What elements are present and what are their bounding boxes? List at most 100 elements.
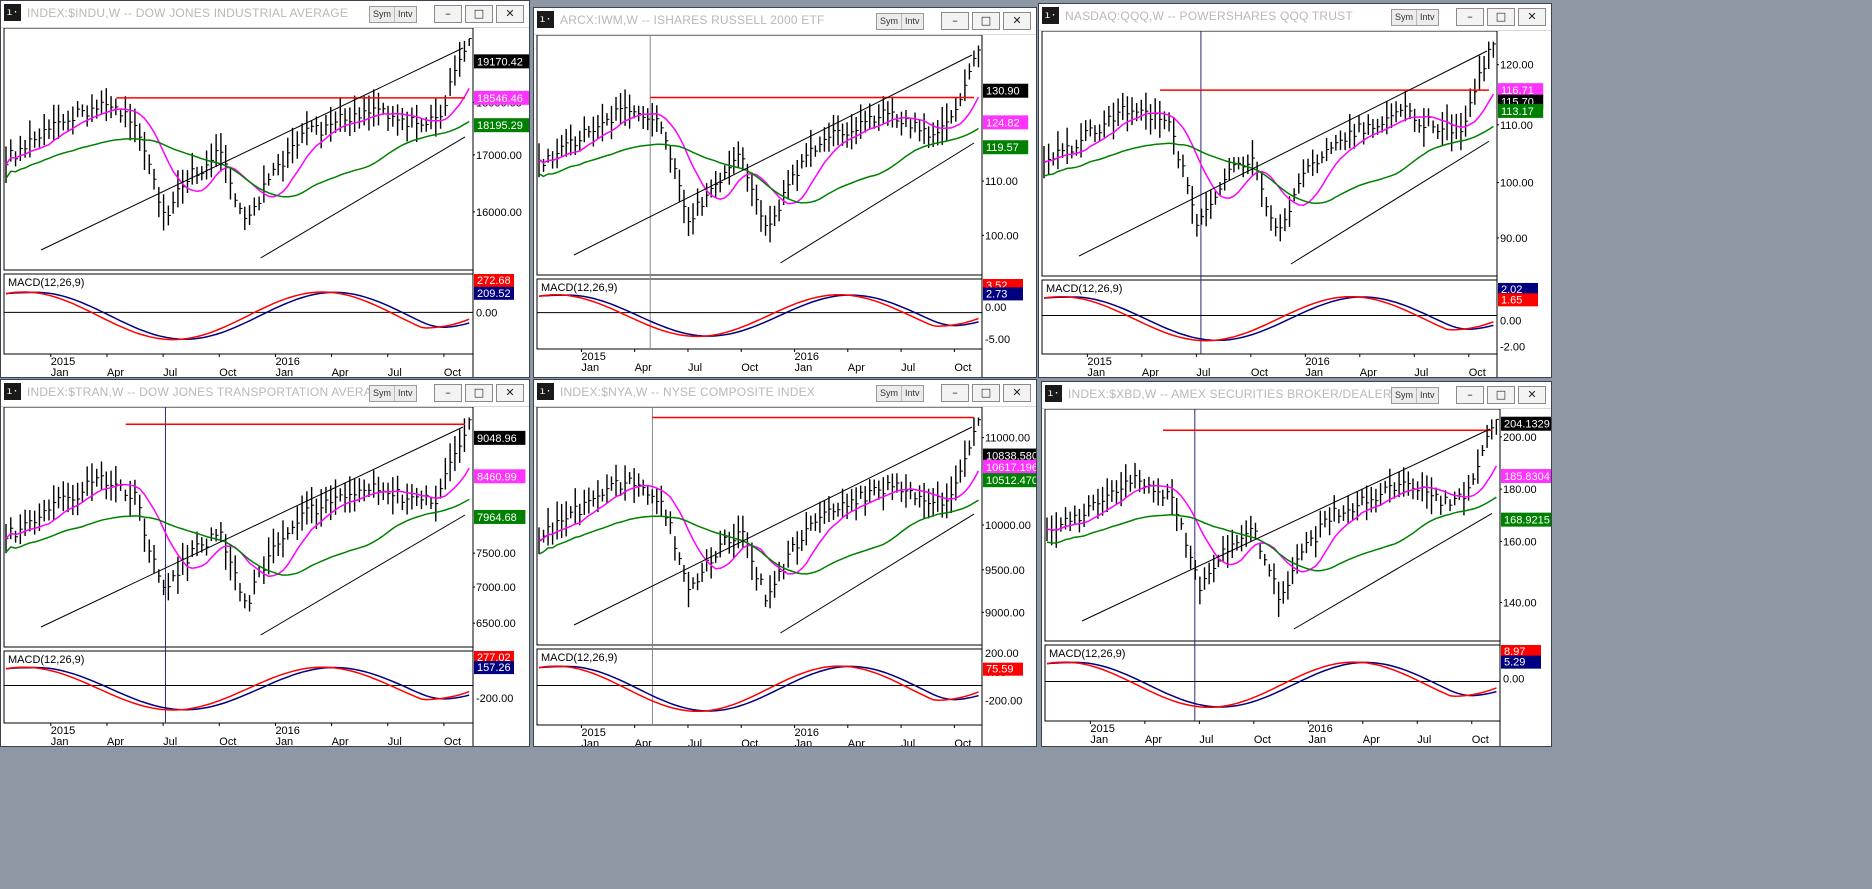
- signal-line: [538, 665, 979, 712]
- title-bar[interactable]: ı· INDEX:$NYA,W -- NYSE COMPOSITE INDEX Sy…: [534, 380, 1036, 407]
- title-bar[interactable]: ı· NASDAQ:QQQ,W -- POWERSHARES QQQ TRUST S…: [1039, 4, 1551, 31]
- month-label: Apr: [848, 738, 865, 746]
- chart-canvas[interactable]: 200.00 180.00 160.00 140.00 204.1329 185.8304…: [1042, 409, 1551, 746]
- sym-button[interactable]: Sym: [370, 7, 395, 22]
- sym-button[interactable]: Sym: [877, 14, 902, 29]
- close-button[interactable]: ✕: [1518, 8, 1546, 26]
- minimize-button[interactable]: –: [1456, 386, 1484, 404]
- sym-button[interactable]: Sym: [1392, 10, 1417, 25]
- maximize-button[interactable]: □: [1487, 386, 1515, 404]
- price-tag-label: 18546.46: [477, 93, 523, 105]
- minimize-button[interactable]: –: [434, 384, 462, 402]
- close-button[interactable]: ✕: [1003, 384, 1031, 402]
- year-label: 2015: [1090, 723, 1114, 735]
- intv-button[interactable]: Intv: [398, 9, 413, 19]
- chart-window-nya[interactable]: ı· INDEX:$NYA,W -- NYSE COMPOSITE INDEX Sy…: [533, 379, 1037, 747]
- chart-window-iwm[interactable]: ı· ARCX:IWM,W -- ISHARES RUSSELL 2000 ETF…: [533, 7, 1037, 378]
- price-bars: [1043, 41, 1496, 242]
- price-tick-label: 100.00: [1500, 178, 1534, 190]
- ma-fast-line: [1046, 465, 1498, 573]
- macd-tick-label: 0.00: [476, 307, 497, 319]
- price-tag-label: 7964.68: [477, 512, 517, 524]
- price-panel: [1041, 31, 1498, 277]
- intv-button[interactable]: Intv: [905, 388, 920, 398]
- chart-window-indu[interactable]: ı· INDEX:$INDU,W -- DOW JONES INDUSTRIAL …: [0, 0, 530, 378]
- close-button[interactable]: ✕: [1003, 12, 1031, 30]
- month-label: Jan: [275, 367, 293, 377]
- trend-line: [260, 514, 466, 636]
- sym-button[interactable]: Sym: [877, 386, 902, 401]
- intv-button[interactable]: Intv: [398, 388, 413, 398]
- maximize-button[interactable]: □: [465, 5, 493, 23]
- intv-button[interactable]: Intv: [1420, 12, 1435, 22]
- chart-window-qqq[interactable]: ı· NASDAQ:QQQ,W -- POWERSHARES QQQ TRUST S…: [1038, 3, 1552, 378]
- close-button[interactable]: ✕: [496, 384, 524, 402]
- title-bar[interactable]: ı· INDEX:$INDU,W -- DOW JONES INDUSTRIAL …: [1, 1, 529, 28]
- chart-canvas[interactable]: 7500.00 7000.00 6500.00 9048.96 8460.99 7964.…: [1, 407, 529, 746]
- close-button[interactable]: ✕: [496, 5, 524, 23]
- month-label: Jan: [1090, 734, 1108, 746]
- price-tag-label: 168.9215: [1504, 515, 1550, 527]
- sym-button[interactable]: Sym: [1392, 388, 1417, 403]
- month-label: Oct: [954, 738, 971, 746]
- title-bar[interactable]: ı· ARCX:IWM,W -- ISHARES RUSSELL 2000 ETF…: [534, 8, 1036, 35]
- price-tag: [1498, 83, 1544, 98]
- ma-slow-line: [5, 498, 470, 576]
- price-tick-label: 140.00: [1503, 597, 1537, 609]
- macd-line: [1046, 661, 1497, 709]
- intv-button[interactable]: Intv: [905, 16, 920, 26]
- maximize-button[interactable]: □: [1487, 8, 1515, 26]
- macd-tick-label: 0.00: [1503, 673, 1524, 685]
- signal-line: [5, 291, 470, 340]
- macd-line: [5, 666, 470, 711]
- macd-tick-label: -200.00: [985, 696, 1022, 708]
- ma-slow-line: [538, 127, 979, 204]
- chart-canvas[interactable]: 120.00110.00100.0090.00116.71115.70113.1…: [1039, 31, 1551, 377]
- trend-line: [40, 47, 464, 251]
- minimize-button[interactable]: –: [941, 384, 969, 402]
- macd-line: [538, 294, 979, 338]
- chart-canvas[interactable]: 18000.0017000.0016000.0019170.4218546.46…: [1, 28, 529, 377]
- chart-canvas[interactable]: 11000.0010000.009500.009000.0010838.5801…: [534, 407, 1036, 746]
- chart-app-icon: ı·: [1042, 7, 1059, 24]
- trend-line: [780, 513, 975, 634]
- price-tick-label: 17000.00: [476, 150, 522, 162]
- chart-window-xbd[interactable]: ı· INDEX:$XBD,W -- AMEX SECURITIES BROKER…: [1041, 381, 1552, 747]
- close-button[interactable]: ✕: [1518, 386, 1546, 404]
- macd-tag: [1501, 645, 1541, 658]
- maximize-button[interactable]: □: [972, 12, 1000, 30]
- minimize-button[interactable]: –: [1456, 8, 1484, 26]
- price-bars: [5, 38, 472, 231]
- macd-line: [5, 291, 470, 341]
- minimize-button[interactable]: –: [434, 5, 462, 23]
- intv-button[interactable]: Intv: [1420, 390, 1435, 400]
- minimize-button[interactable]: –: [941, 12, 969, 30]
- chart-window-tran[interactable]: ı· INDEX:$TRAN,W -- DOW JONES TRANSPORTAT…: [0, 379, 530, 747]
- chart-app-icon: ı·: [4, 4, 21, 21]
- month-label: Oct: [444, 736, 461, 746]
- sym-intv-buttons: Sym Intv: [369, 6, 417, 23]
- price-tag: [1501, 469, 1551, 484]
- year-label: 2015: [1087, 356, 1111, 368]
- month-label: Jul: [163, 736, 177, 746]
- maximize-button[interactable]: □: [465, 384, 493, 402]
- month-label: Jan: [581, 738, 599, 746]
- month-label: Apr: [848, 362, 865, 374]
- macd-tick-label: 0.00: [1500, 316, 1521, 328]
- month-label: Jan: [1087, 367, 1105, 377]
- month-label: Jan: [51, 736, 69, 746]
- macd-tag-label: 277.02: [477, 652, 511, 664]
- chart-canvas[interactable]: 110.00 100.00 130.90 124.82 119.57 MACD(12,26…: [534, 35, 1036, 377]
- title-bar[interactable]: ı· INDEX:$XBD,W -- AMEX SECURITIES BROKER…: [1042, 382, 1551, 409]
- sym-intv-buttons: Sym Intv: [876, 13, 924, 30]
- maximize-button[interactable]: □: [972, 384, 1000, 402]
- month-label: Apr: [1360, 367, 1377, 377]
- ma-fast-line: [1043, 93, 1495, 206]
- title-bar[interactable]: ı· INDEX:$TRAN,W -- DOW JONES TRANSPORTAT…: [1, 380, 529, 407]
- price-bars: [538, 45, 981, 243]
- month-label: Jul: [163, 367, 177, 377]
- month-label: Jan: [1305, 367, 1323, 377]
- month-label: Oct: [1469, 367, 1486, 377]
- macd-tag: [1498, 293, 1538, 307]
- sym-button[interactable]: Sym: [370, 386, 395, 401]
